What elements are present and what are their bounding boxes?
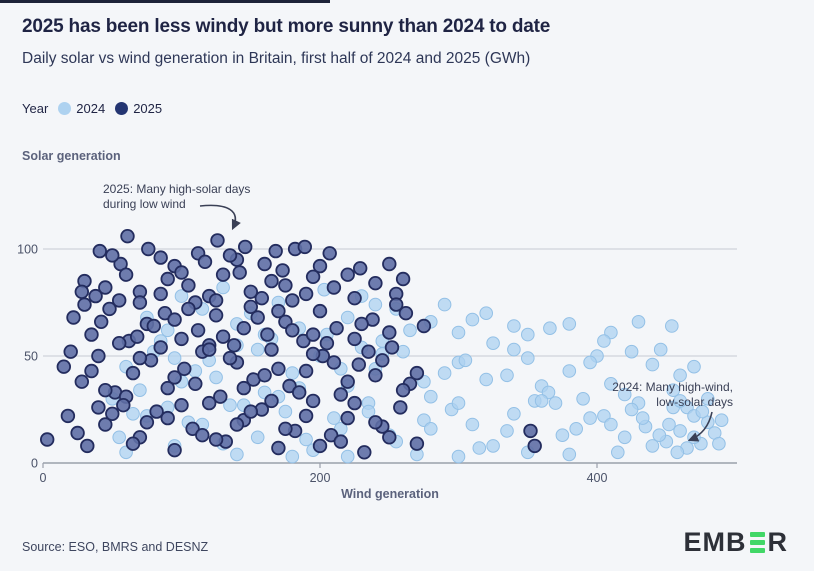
svg-text:50: 50 (24, 350, 38, 364)
annotation-2025-line2: during low wind (103, 197, 186, 211)
ember-logo: EMB R (684, 527, 789, 558)
ember-logo-text-suffix: R (767, 527, 788, 557)
legend-label-2025: 2025 (133, 101, 163, 116)
scatter-points (40, 228, 729, 464)
tick-labels: 0 50 100 0 200 400 (17, 243, 607, 486)
svg-text:100: 100 (17, 243, 38, 257)
annotation-2025-line1: 2025: Many high-solar days (103, 182, 251, 196)
svg-text:0: 0 (31, 457, 38, 471)
page-title: 2025 has been less windy but more sunny … (22, 16, 551, 37)
annotation-2024-line1: 2024: Many high-wind, (612, 380, 733, 394)
ember-logo-text-prefix: EMB (683, 527, 747, 557)
annotation-2024: 2024: Many high-wind, low-solar days (612, 380, 733, 410)
legend-label-2024: 2024 (76, 101, 106, 116)
y-axis-title: Solar generation (22, 149, 121, 163)
svg-text:200: 200 (310, 471, 331, 485)
svg-text:0: 0 (40, 471, 47, 485)
legend: Year 2024 2025 (22, 101, 162, 116)
source-note: Source: ESO, BMRS and DESNZ (22, 540, 209, 554)
svg-text:400: 400 (587, 471, 608, 485)
annotation-2024-line2: low-solar days (656, 395, 733, 409)
top-accent-bar (0, 0, 330, 3)
axis (42, 462, 737, 468)
legend-title: Year (22, 101, 49, 116)
x-axis-title: Wind generation (341, 487, 439, 501)
annotation-2025: 2025: Many high-solar days during low wi… (103, 182, 250, 212)
legend-dot-2025 (115, 102, 129, 115)
annotation-arrows (199, 204, 713, 442)
page-subtitle: Daily solar vs wind generation in Britai… (22, 50, 531, 67)
ember-logo-e-icon (749, 532, 765, 553)
legend-dot-2024 (58, 102, 72, 115)
